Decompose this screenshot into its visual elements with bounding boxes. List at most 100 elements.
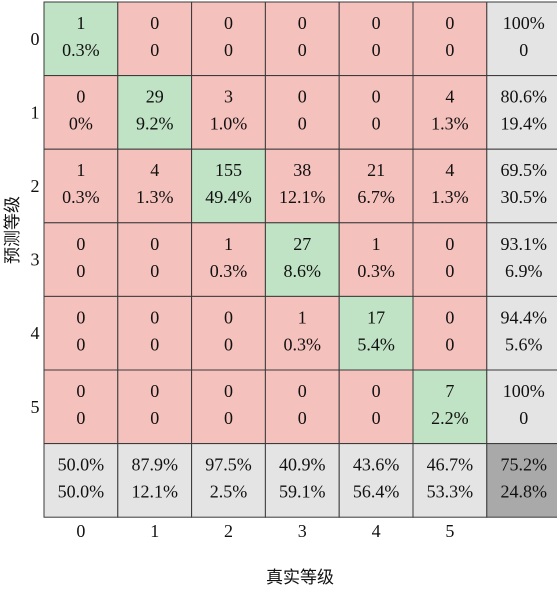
matrix-cells: 10.3%0000000000100%000%299.2%31.0%000041…: [43, 1, 557, 518]
matrix-cell-pred0-true5-background: [412, 1, 488, 77]
matrix-cell-pred0-true1-primary-value: 0: [150, 13, 159, 33]
column-summary-cell-0-secondary-value: 50.0%: [58, 482, 105, 502]
row-summary-cell-0: 100% 0: [486, 1, 557, 77]
matrix-cell-pred0-true2-secondary-value: 0: [224, 40, 233, 60]
matrix-cell-pred0-true0-background: [43, 1, 119, 77]
matrix-cell-pred0-true4-secondary-value: 0: [372, 40, 381, 60]
matrix-cell-pred5-true5: 7 2.2%: [412, 369, 488, 445]
matrix-cell-pred2-true2-secondary-value: 49.4%: [205, 187, 252, 207]
row-summary-cell-4-primary-value: 94.4%: [500, 307, 547, 327]
matrix-cell-pred0-true4-primary-value: 0: [372, 13, 381, 33]
matrix-cell-pred2-true3-primary-value: 38: [293, 160, 311, 180]
column-summary-cell-3-primary-value: 40.9%: [279, 455, 326, 475]
matrix-cell-pred1-true4-secondary-value: 0: [372, 114, 381, 134]
matrix-cell-pred1-true0-secondary-value: 0%: [69, 114, 93, 134]
matrix-cell-pred3-true3: 27 8.6%: [264, 222, 340, 297]
matrix-cell-pred1-true2-background: [191, 75, 266, 150]
column-summary-cell-2: 97.5% 2.5%: [191, 443, 266, 518]
column-summary-cell-2-secondary-value: 2.5%: [210, 482, 248, 502]
matrix-cell-pred5-true1-primary-value: 0: [150, 381, 159, 401]
column-summary-cell-2-background: [191, 443, 266, 518]
row-summary-cell-5-primary-value: 100%: [503, 381, 545, 401]
matrix-cell-pred1-true1-primary-value: 29: [146, 87, 164, 107]
matrix-cell-pred3-true5-secondary-value: 0: [445, 261, 454, 281]
row-summary-cell-3: 93.1% 6.9%: [486, 222, 557, 297]
x-tick-label-0: 0: [76, 521, 85, 541]
matrix-cell-pred1-true2: 3 1.0%: [191, 75, 266, 150]
matrix-cell-pred2-true2-background: [191, 148, 266, 224]
matrix-cell-pred2-true1-background: [117, 148, 193, 224]
matrix-cell-pred2-true5-primary-value: 4: [445, 160, 454, 180]
row-summary-cell-1: 80.6% 19.4%: [486, 75, 557, 150]
matrix-cell-pred0-true2-background: [191, 1, 266, 77]
column-summary-cell-1: 87.9% 12.1%: [117, 443, 193, 518]
matrix-cell-pred5-true3-primary-value: 0: [298, 381, 307, 401]
row-summary-cell-3-background: [486, 222, 557, 297]
row-summary-cell-2-background: [486, 148, 557, 224]
y-tick-label-1: 1: [31, 102, 40, 122]
matrix-cell-pred3-true1-primary-value: 0: [150, 234, 159, 254]
matrix-cell-pred0-true0-primary-value: 1: [76, 13, 85, 33]
row-summary-cell-5: 100% 0: [486, 369, 557, 445]
matrix-cell-pred4-true0: 00: [43, 295, 119, 371]
row-summary-cell-3-secondary-value: 6.9%: [505, 261, 543, 281]
y-tick-label-2: 2: [31, 176, 40, 196]
row-summary-cell-4-secondary-value: 5.6%: [505, 334, 543, 354]
matrix-cell-pred0-true5: 00: [412, 1, 488, 77]
matrix-cell-pred1-true5-primary-value: 4: [445, 87, 454, 107]
column-summary-cell-4-primary-value: 43.6%: [353, 455, 400, 475]
matrix-cell-pred1-true4-background: [338, 75, 414, 150]
matrix-cell-pred0-true3-primary-value: 0: [298, 13, 307, 33]
matrix-cell-pred3-true3-background: [264, 222, 340, 297]
column-summary-cell-0-background: [43, 443, 119, 518]
matrix-cell-pred3-true1-secondary-value: 0: [150, 261, 159, 281]
matrix-cell-pred0-true2: 00: [191, 1, 266, 77]
matrix-cell-pred5-true5-primary-value: 7: [445, 381, 454, 401]
y-axis-label: 预测等级: [3, 196, 23, 264]
matrix-cell-pred1-true4: 00: [338, 75, 414, 150]
matrix-cell-pred3-true5-background: [412, 222, 488, 297]
matrix-cell-pred1-true2-secondary-value: 1.0%: [210, 114, 248, 134]
matrix-cell-pred3-true5: 00: [412, 222, 488, 297]
row-summary-cell-4-background: [486, 295, 557, 371]
matrix-cell-pred1-true5-secondary-value: 1.3%: [431, 114, 469, 134]
matrix-cell-pred5-true4-secondary-value: 0: [372, 408, 381, 428]
matrix-cell-pred4-true1-primary-value: 0: [150, 307, 159, 327]
column-summary-cell-5-primary-value: 46.7%: [427, 455, 474, 475]
matrix-cell-pred0-true1: 00: [117, 1, 193, 77]
matrix-cell-pred2-true0-primary-value: 1: [76, 160, 85, 180]
matrix-cell-pred2-true5-secondary-value: 1.3%: [431, 187, 469, 207]
matrix-cell-pred4-true3-secondary-value: 0.3%: [284, 334, 322, 354]
matrix-cell-pred0-true0: 1 0.3%: [43, 1, 119, 77]
matrix-cell-pred5-true2-primary-value: 0: [224, 381, 233, 401]
matrix-cell-pred0-true4: 00: [338, 1, 414, 77]
matrix-cell-pred4-true1-background: [117, 295, 193, 371]
matrix-cell-pred1-true0-primary-value: 0: [76, 87, 85, 107]
tick-labels: 0 1 2 3 4 5 0 1 2 3 4 5: [31, 29, 455, 541]
column-summary-cell-1-secondary-value: 12.1%: [131, 482, 178, 502]
overall-accuracy-cell-secondary-value: 24.8%: [500, 482, 547, 502]
matrix-cell-pred2-true2: 155 49.4%: [191, 148, 266, 224]
matrix-cell-pred2-true3-secondary-value: 12.1%: [279, 187, 326, 207]
matrix-cell-pred3-true2-primary-value: 1: [224, 234, 233, 254]
matrix-cell-pred0-true2-primary-value: 0: [224, 13, 233, 33]
matrix-cell-pred4-true4: 17 5.4%: [338, 295, 414, 371]
matrix-cell-pred0-true3-background: [264, 1, 340, 77]
y-tick-label-5: 5: [31, 397, 40, 417]
matrix-cell-pred5-true2-background: [191, 369, 266, 445]
matrix-cell-pred5-true2: 00: [191, 369, 266, 445]
matrix-cell-pred5-true0-primary-value: 0: [76, 381, 85, 401]
column-summary-cell-3-secondary-value: 59.1%: [279, 482, 326, 502]
column-summary-cell-3: 40.9% 59.1%: [264, 443, 340, 518]
matrix-cell-pred3-true4-background: [338, 222, 414, 297]
x-axis-label: 真实等级: [266, 568, 334, 588]
row-summary-cell-1-secondary-value: 19.4%: [500, 114, 547, 134]
column-summary-cell-3-background: [264, 443, 340, 518]
matrix-cell-pred4-true2-background: [191, 295, 266, 371]
overall-accuracy-cell: 75.2% 24.8%: [486, 443, 557, 518]
x-tick-label-5: 5: [445, 521, 454, 541]
matrix-cell-pred2-true0: 1 0.3%: [43, 148, 119, 224]
matrix-cell-pred3-true0-secondary-value: 0: [76, 261, 85, 281]
matrix-cell-pred1-true3: 00: [264, 75, 340, 150]
